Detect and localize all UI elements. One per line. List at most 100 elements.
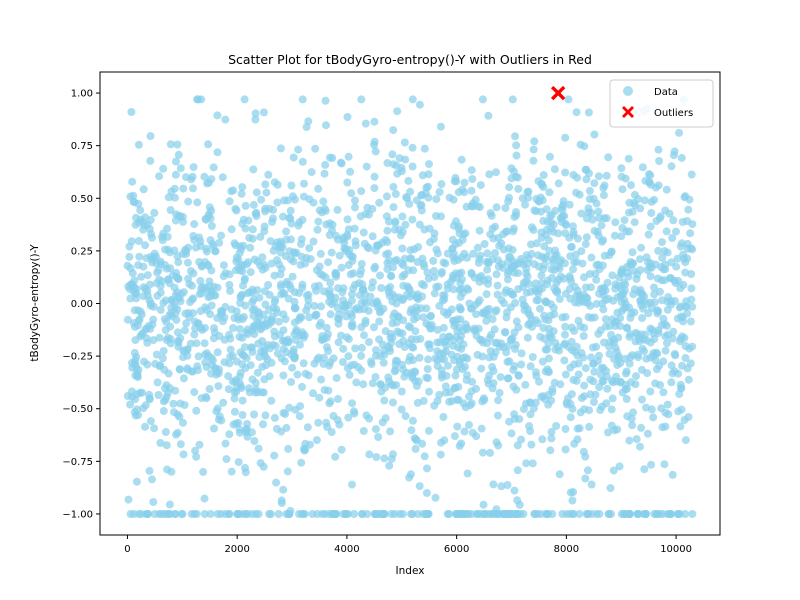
data-point xyxy=(408,215,417,224)
data-point xyxy=(632,274,641,283)
data-point xyxy=(505,417,514,426)
data-point xyxy=(661,332,670,341)
data-point xyxy=(220,358,229,367)
data-point xyxy=(512,141,521,150)
data-point xyxy=(479,500,488,509)
data-point xyxy=(383,238,392,246)
data-point xyxy=(678,218,687,226)
data-point xyxy=(224,372,233,381)
data-point xyxy=(584,108,593,117)
data-point xyxy=(206,310,215,319)
data-point xyxy=(617,232,626,241)
data-point xyxy=(550,310,559,319)
data-point xyxy=(284,338,293,346)
data-point xyxy=(142,324,151,333)
data-point xyxy=(159,164,168,173)
data-point xyxy=(668,334,677,343)
data-point xyxy=(215,412,224,421)
data-point xyxy=(359,380,368,389)
data-point xyxy=(251,388,260,397)
data-point xyxy=(345,370,354,379)
data-point xyxy=(513,466,522,475)
data-point xyxy=(290,297,299,306)
data-point xyxy=(472,432,481,441)
data-point xyxy=(599,287,607,296)
data-point xyxy=(580,405,589,414)
data-point xyxy=(391,218,400,227)
data-point xyxy=(200,172,209,181)
data-point xyxy=(213,111,222,120)
data-point xyxy=(447,305,456,314)
data-point xyxy=(215,238,224,247)
data-point xyxy=(288,192,297,201)
data-point xyxy=(650,283,658,292)
data-point xyxy=(651,356,660,365)
data-point xyxy=(350,510,358,518)
data-point xyxy=(327,248,336,257)
data-point xyxy=(544,354,553,363)
data-point xyxy=(276,330,284,339)
data-point xyxy=(659,265,668,274)
data-point xyxy=(645,263,654,272)
data-point xyxy=(325,153,334,162)
data-point xyxy=(309,389,317,398)
data-point xyxy=(401,412,410,421)
data-point xyxy=(688,510,697,518)
data-point xyxy=(589,377,598,386)
data-point xyxy=(204,352,213,360)
data-point xyxy=(455,360,464,369)
data-point xyxy=(504,244,513,253)
data-point xyxy=(590,226,599,235)
data-point xyxy=(370,137,379,146)
data-point xyxy=(608,394,617,403)
data-point xyxy=(675,128,684,137)
data-point xyxy=(207,222,216,230)
data-point xyxy=(688,220,697,229)
data-point xyxy=(261,352,270,361)
data-point xyxy=(308,510,317,518)
data-point xyxy=(238,183,247,192)
data-point xyxy=(634,195,643,204)
data-point xyxy=(200,494,209,503)
data-point xyxy=(287,378,296,386)
data-point xyxy=(389,126,398,135)
data-point xyxy=(139,225,148,234)
data-point xyxy=(583,466,592,475)
data-point xyxy=(295,412,304,421)
data-point xyxy=(246,243,255,252)
data-point xyxy=(637,243,646,252)
data-point xyxy=(146,156,155,165)
data-point xyxy=(496,373,505,382)
data-point xyxy=(136,307,145,316)
data-point xyxy=(527,440,536,449)
data-point xyxy=(449,316,458,325)
data-point xyxy=(130,276,139,285)
data-point xyxy=(357,187,366,196)
data-point xyxy=(621,354,630,363)
data-point xyxy=(567,323,576,332)
y-axis-label: tBodyGyro-entropy()-Y xyxy=(29,244,41,362)
data-point xyxy=(628,421,637,430)
data-point xyxy=(534,251,543,260)
data-point xyxy=(167,303,176,312)
data-point xyxy=(588,343,597,352)
data-point xyxy=(337,263,346,272)
legend-data-marker xyxy=(623,86,633,96)
data-point xyxy=(179,450,188,459)
data-point xyxy=(179,184,188,193)
data-point xyxy=(170,283,179,292)
data-point xyxy=(343,113,352,121)
data-point xyxy=(617,164,626,173)
data-point xyxy=(502,286,511,295)
data-point xyxy=(686,317,695,326)
data-point xyxy=(238,411,247,419)
data-point xyxy=(388,150,397,159)
data-point xyxy=(646,272,655,281)
data-point xyxy=(620,216,629,225)
data-point xyxy=(256,459,265,468)
data-point xyxy=(507,429,516,438)
data-point xyxy=(145,296,154,305)
data-point xyxy=(214,369,223,378)
data-point xyxy=(194,352,203,361)
data-point xyxy=(555,295,564,304)
